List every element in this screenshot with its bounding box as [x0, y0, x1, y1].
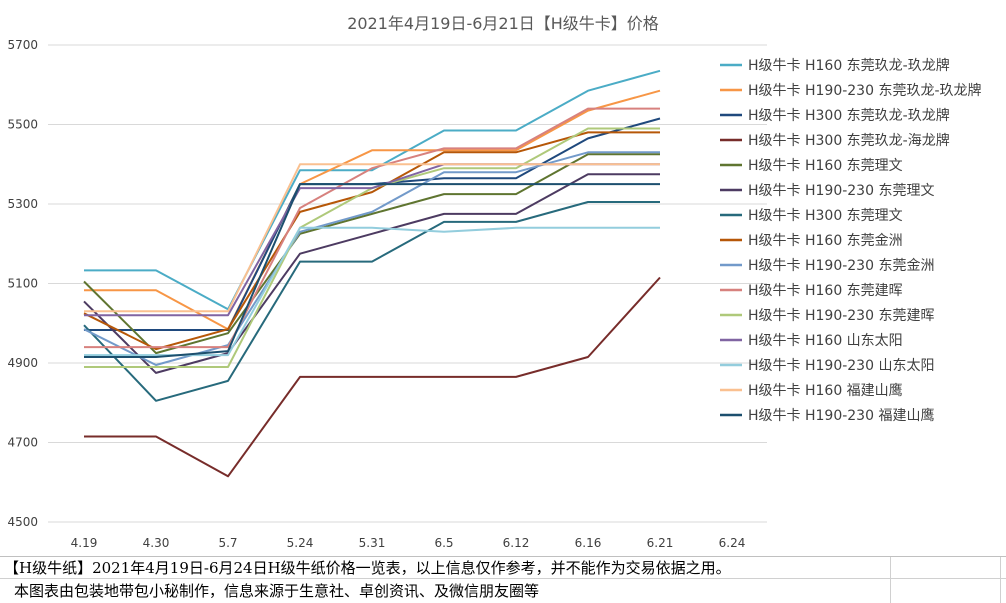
series-line-12 — [84, 163, 660, 317]
x-tick-label: 4.19 — [71, 536, 98, 550]
x-tick-label: 6.21 — [647, 536, 674, 550]
legend-label: H级牛卡 H160 东莞玖龙-玖龙牌 — [748, 57, 950, 74]
x-tick-label: 5.31 — [359, 536, 386, 550]
legend-label: H级牛卡 H300 东莞玖龙-玖龙牌 — [748, 107, 950, 124]
legend-label: H级牛卡 H190-230 山东太阳 — [748, 358, 934, 374]
series-line-14 — [84, 163, 660, 313]
y-tick-label: 5500 — [7, 118, 38, 132]
series-line-10 — [84, 107, 660, 349]
x-tick-label: 6.12 — [503, 536, 530, 550]
series-line-7 — [83, 201, 660, 402]
footer-source: 本图表由包装地带包小秘制作，信息来源于生意社、卓创资讯、及微信朋友圈等 — [14, 582, 540, 600]
x-axis-ticks: 4.19 4.30 5.7 5.24 5.31 6.5 6.12 6.16 6.21 6.24 — [71, 536, 746, 550]
series-lines — [83, 69, 661, 478]
legend-label: H级牛卡 H160 山东太阳 — [748, 333, 903, 349]
legend-label: H级牛卡 H190-230 东莞建晖 — [748, 308, 934, 324]
table-cell-divider — [890, 557, 891, 603]
series-line-9 — [83, 151, 660, 366]
series-line-1 — [84, 69, 661, 311]
y-tick-label: 5700 — [7, 38, 38, 52]
x-tick-label: 4.30 — [143, 536, 170, 550]
chart-area: 2021年4月19日-6月21日【H级牛卡】价格 4500 4700 4900 510… — [7, 14, 982, 550]
table-cell-divider — [1000, 557, 1001, 603]
x-tick-label: 6.24 — [719, 536, 746, 550]
y-tick-label: 4900 — [7, 356, 38, 370]
footer-notes: 【H级牛纸】2021年4月19日-6月24日H级牛纸价格一览表，以上信息仅作参考… — [0, 556, 1006, 603]
y-tick-label: 4500 — [7, 515, 38, 529]
legend-label: H级牛卡 H160 东莞理文 — [748, 158, 903, 174]
legend-label: H级牛卡 H160 福建山鹰 — [748, 383, 903, 399]
series-line-4 — [84, 276, 661, 478]
series-line-15 — [84, 183, 660, 358]
series-line-13 — [84, 226, 660, 357]
legend-label: H级牛卡 H190-230 东莞金洲 — [748, 258, 934, 274]
legend-label: H级牛卡 H160 东莞建晖 — [748, 283, 903, 299]
series-line-2 — [84, 89, 661, 331]
y-tick-label: 4700 — [7, 436, 38, 450]
legend-label: H级牛卡 H160 东莞金洲 — [748, 233, 903, 249]
y-tick-label: 5100 — [7, 277, 38, 291]
x-tick-label: 6.16 — [575, 536, 602, 550]
legend-label: H级牛卡 H300 东莞玖龙-海龙牌 — [748, 132, 950, 149]
legend-label: H级牛卡 H190-230 东莞玖龙-玖龙牌 — [748, 82, 982, 99]
y-tick-label: 5300 — [7, 197, 38, 211]
legend-label: H级牛卡 H300 东莞理文 — [748, 208, 903, 224]
footer-disclaimer: 【H级牛纸】2021年4月19日-6月24日H级牛纸价格一览表，以上信息仅作参考… — [0, 557, 1006, 579]
chart-title: 2021年4月19日-6月21日【H级牛卡】价格 — [347, 14, 659, 33]
x-tick-label: 5.7 — [218, 536, 237, 550]
y-axis-ticks: 4500 4700 4900 5100 5300 5500 5700 — [7, 38, 38, 529]
legend: H级牛卡 H160 东莞玖龙-玖龙牌 H级牛卡 H190-230 东莞玖龙-玖龙牌… — [720, 57, 982, 424]
grid-lines — [48, 44, 767, 523]
series-line-8 — [83, 131, 660, 351]
legend-label: H级牛卡 H190-230 福建山鹰 — [748, 408, 934, 424]
line-chart: 2021年4月19日-6月21日【H级牛卡】价格 4500 4700 4900 510… — [7, 14, 982, 550]
x-tick-label: 5.24 — [287, 536, 314, 550]
x-tick-label: 6.5 — [434, 536, 453, 550]
legend-label: H级牛卡 H190-230 东莞理文 — [748, 183, 934, 199]
